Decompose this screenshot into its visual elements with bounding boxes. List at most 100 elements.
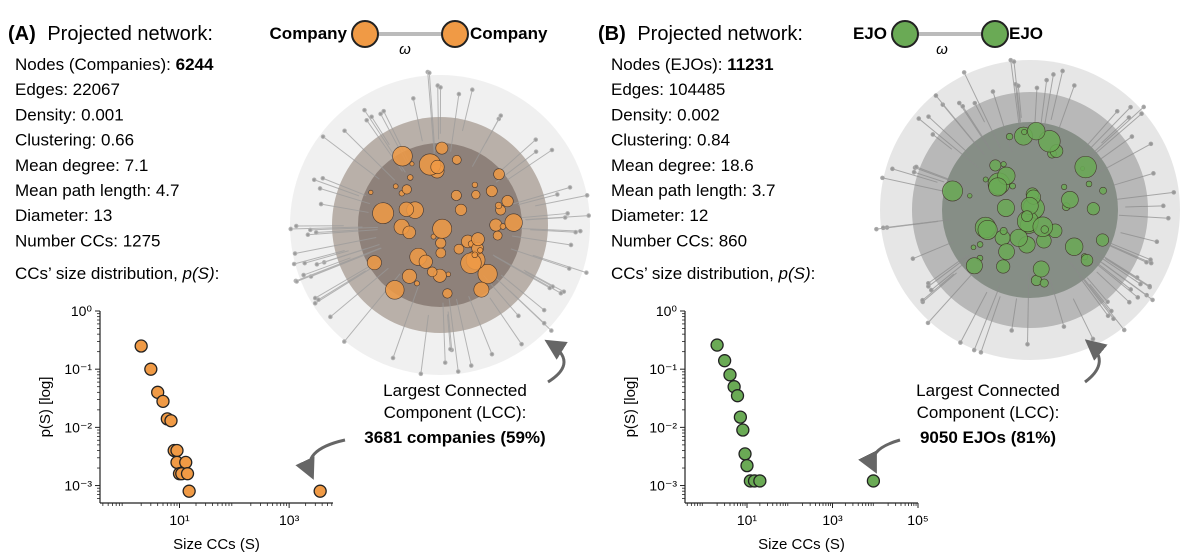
network-node (926, 114, 931, 119)
panel-a-header: (A) Projected network: (8, 23, 213, 45)
network-edge (427, 71, 435, 155)
network-node (1105, 299, 1110, 305)
network-edge (1097, 143, 1152, 174)
network-cluster (368, 189, 374, 195)
network-node (1060, 68, 1065, 74)
network-node (956, 100, 962, 106)
panel-b: (B) Projected network: EJO EJO ω Nodes (… (598, 20, 1180, 553)
network-cluster (1061, 190, 1079, 209)
network-node (567, 185, 573, 190)
stat-line: Number CCs: 1275 (15, 231, 161, 250)
network-cluster (435, 237, 447, 249)
network-edge (523, 269, 565, 293)
network-edge (1120, 232, 1157, 243)
stat-value: 6244 (176, 55, 214, 74)
network-node (469, 87, 475, 93)
network-edge (319, 187, 371, 205)
network-node (292, 251, 298, 256)
network-cluster (460, 252, 482, 274)
network-node (1015, 83, 1021, 89)
network-node (468, 363, 474, 368)
network-node (305, 232, 311, 238)
panel-b-lcc-line1: Largest Connected (916, 381, 1060, 400)
stat-label: Edges: (611, 80, 669, 99)
data-point (717, 354, 732, 368)
network-cluster (1040, 225, 1049, 234)
network-node (318, 201, 324, 207)
network-node (1114, 108, 1120, 114)
network-node (378, 111, 383, 117)
panel-a-node-right (441, 20, 469, 48)
network-node (1044, 77, 1049, 83)
network-node (516, 313, 521, 319)
panel-a-lcc-line1: Largest Connected (383, 381, 527, 400)
network-edge (980, 296, 1001, 353)
network-edge (392, 282, 421, 359)
network-node (1034, 85, 1040, 91)
panel-b-lcc-arrow (1084, 339, 1108, 384)
network-edge (930, 250, 981, 291)
panel-b-node-label-left: EJO (853, 24, 887, 43)
data-point (164, 414, 178, 428)
network-node (312, 295, 318, 301)
network-edge (290, 226, 363, 230)
network-node (1105, 313, 1111, 319)
network-node (293, 223, 299, 229)
panel-a-dist-title: CCs’ size distribution, p(S): (15, 264, 219, 283)
network-node (541, 307, 547, 313)
network-node (1148, 141, 1154, 147)
network-edge (1101, 117, 1130, 144)
network-edge (1116, 191, 1174, 200)
panel-a-node-label-left: Company (270, 24, 348, 43)
network-node (584, 270, 589, 275)
network-node (1154, 239, 1160, 245)
network-cluster (970, 244, 977, 251)
network-node (547, 285, 553, 291)
network-cluster (392, 183, 399, 190)
network-cluster (967, 193, 973, 199)
network-edge (507, 149, 553, 181)
network-node (933, 93, 939, 98)
network-cluster (485, 185, 498, 197)
network-node (411, 96, 416, 101)
stat-label: Diameter: (15, 206, 93, 225)
x-axis-label: Size CCs (S) (173, 536, 260, 553)
network-cluster (432, 218, 453, 239)
network-node (566, 266, 572, 271)
network-node (584, 193, 590, 198)
network-cluster (504, 213, 523, 232)
network-node (1090, 336, 1096, 342)
network-edge (1118, 214, 1169, 219)
network-cluster (407, 174, 414, 181)
panel-a-network-image (288, 69, 592, 377)
stat-value: 11231 (727, 55, 773, 74)
network-edge (535, 194, 588, 207)
network-cluster (477, 263, 498, 284)
network-cluster (999, 227, 1008, 235)
data-point (170, 443, 184, 458)
network-node (586, 213, 592, 218)
network-node (1151, 171, 1156, 176)
network-edge (962, 106, 989, 147)
stat-value: 13 (93, 206, 112, 225)
stat-label: Clustering: (15, 131, 101, 150)
network-node (1129, 134, 1135, 139)
panel-b-header-text: Projected network: (637, 23, 803, 45)
network-cluster (1095, 233, 1110, 247)
network-cluster (492, 230, 503, 241)
network-node (1051, 72, 1056, 77)
network-cluster (471, 251, 479, 259)
network-edge (532, 254, 587, 274)
stat-line: Mean degree: 18.6 (611, 156, 754, 175)
network-cluster (976, 241, 984, 248)
network-edge (524, 271, 553, 288)
y-tick-label: 10⁻³ (64, 478, 92, 494)
network-node (960, 104, 966, 109)
network-cluster (1080, 254, 1094, 267)
network-node (1009, 328, 1014, 333)
network-edge (1039, 80, 1048, 129)
panel-a-lcc-line3: 3681 companies (59%) (364, 428, 545, 447)
stat-label: Number CCs: (15, 231, 123, 250)
network-node (1147, 283, 1152, 289)
